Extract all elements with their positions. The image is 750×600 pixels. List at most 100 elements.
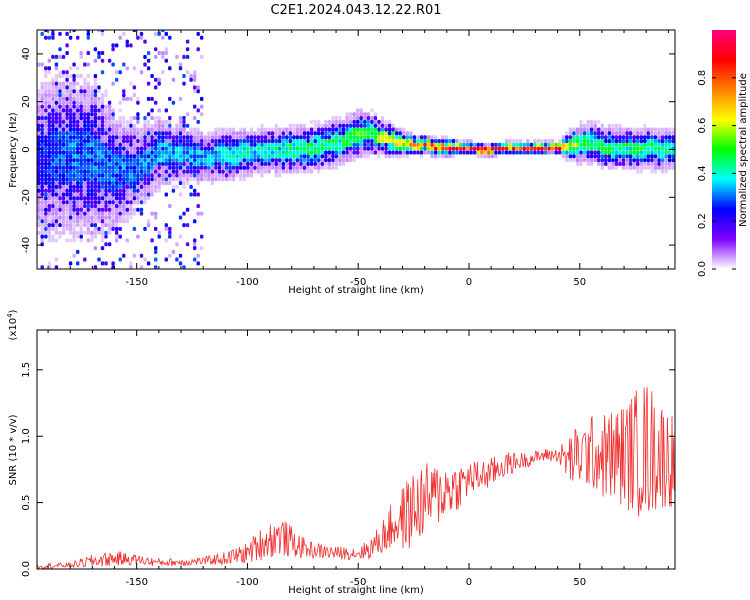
heatmap-cell bbox=[47, 135, 51, 140]
heatmap-cell bbox=[76, 219, 80, 224]
heatmap-cell bbox=[292, 135, 296, 140]
heatmap-cell bbox=[246, 165, 250, 170]
heatmap-cell bbox=[90, 165, 94, 170]
heatmap-cell bbox=[189, 192, 193, 197]
heatmap-cell bbox=[100, 169, 105, 174]
heatmap-cell bbox=[132, 200, 137, 205]
heatmap-cell bbox=[161, 142, 165, 147]
heatmap-cell bbox=[122, 192, 126, 197]
heatmap-cell bbox=[86, 116, 90, 120]
heatmap-cell bbox=[168, 116, 172, 120]
heatmap-cell bbox=[356, 127, 360, 132]
heatmap-cell bbox=[224, 173, 229, 178]
heatmap-cell bbox=[122, 253, 126, 258]
heatmap-cell bbox=[228, 127, 232, 132]
heatmap-cell bbox=[107, 173, 112, 178]
heatmap-cell bbox=[68, 108, 73, 113]
heatmap-cell bbox=[348, 146, 353, 151]
heatmap-cell bbox=[448, 154, 452, 159]
heatmap-cell bbox=[632, 165, 636, 170]
heatmap-cell bbox=[61, 142, 66, 147]
heatmap-cell bbox=[554, 150, 558, 155]
heatmap-cell bbox=[207, 131, 211, 136]
heatmap-cell bbox=[58, 96, 62, 101]
heatmap-cell bbox=[154, 150, 158, 155]
heatmap-cell bbox=[150, 74, 154, 78]
heatmap-cell bbox=[97, 169, 101, 174]
heatmap-cell bbox=[395, 131, 399, 136]
heatmap-cell bbox=[61, 127, 66, 132]
heatmap-cell bbox=[76, 108, 80, 113]
heatmap-cell bbox=[512, 139, 516, 143]
heatmap-cell bbox=[125, 158, 129, 163]
heatmap-cell bbox=[44, 93, 48, 98]
heatmap-cell bbox=[72, 196, 76, 201]
heatmap-cell bbox=[136, 131, 140, 136]
heatmap-cell bbox=[168, 154, 172, 159]
heatmap-cell bbox=[572, 139, 576, 143]
heatmap-cell bbox=[65, 184, 69, 189]
heatmap-cell bbox=[395, 146, 399, 151]
heatmap-cell bbox=[61, 70, 66, 75]
heatmap-cell bbox=[68, 74, 73, 78]
heatmap-cell bbox=[618, 142, 622, 147]
heatmap-cell bbox=[618, 139, 622, 143]
heatmap-cell bbox=[366, 127, 370, 132]
heatmap-cell bbox=[61, 181, 66, 185]
heatmap-cell bbox=[40, 96, 44, 101]
heatmap-cell bbox=[664, 142, 668, 147]
heatmap-cell bbox=[97, 230, 101, 235]
heatmap-cell bbox=[154, 127, 158, 132]
heatmap-cell bbox=[136, 116, 140, 120]
heatmap-cell bbox=[175, 184, 179, 189]
heatmap-cell bbox=[83, 207, 87, 212]
heatmap-cell bbox=[54, 131, 59, 136]
heatmap-cell bbox=[380, 142, 385, 147]
heatmap-cell bbox=[115, 146, 119, 151]
heatmap-cell bbox=[132, 66, 137, 71]
heatmap-cell bbox=[111, 223, 115, 228]
heatmap-cell bbox=[618, 146, 622, 151]
heatmap-cell bbox=[200, 131, 204, 136]
heatmap-cell bbox=[97, 51, 101, 55]
heatmap-cell bbox=[604, 154, 608, 159]
heatmap-cell bbox=[554, 142, 558, 147]
heatmap-cell bbox=[441, 142, 445, 147]
heatmap-cell bbox=[352, 131, 356, 136]
heatmap-cell bbox=[263, 127, 268, 132]
heatmap-cell bbox=[178, 173, 183, 178]
heatmap-cell bbox=[118, 173, 122, 178]
heatmap-cell bbox=[295, 139, 300, 143]
heatmap-cell bbox=[263, 146, 268, 151]
heatmap-cell bbox=[111, 62, 115, 67]
heatmap-cell bbox=[54, 116, 59, 120]
heatmap-cell bbox=[327, 165, 331, 170]
heatmap-cell bbox=[589, 150, 594, 155]
heatmap-cell bbox=[61, 85, 66, 90]
heatmap-cell bbox=[132, 169, 137, 174]
heatmap-cell bbox=[143, 177, 147, 182]
heatmap-cell bbox=[193, 188, 197, 193]
heatmap-cell bbox=[313, 135, 317, 140]
heatmap-cell bbox=[671, 161, 675, 166]
heatmap-cell bbox=[228, 177, 232, 182]
heatmap-cell bbox=[111, 81, 115, 86]
heatmap-cell bbox=[58, 116, 62, 120]
heatmap-cell bbox=[207, 135, 211, 140]
heatmap-cell bbox=[86, 35, 90, 40]
heatmap-cell bbox=[129, 158, 133, 163]
heatmap-cell bbox=[132, 131, 137, 136]
heatmap-cell bbox=[643, 131, 647, 136]
heatmap-cell bbox=[650, 127, 654, 132]
heatmap-cell bbox=[79, 234, 83, 239]
heatmap-cell bbox=[533, 146, 537, 151]
heatmap-cell bbox=[178, 119, 183, 124]
heatmap-cell bbox=[168, 230, 172, 235]
heatmap-cell bbox=[83, 230, 87, 235]
heatmap-cell bbox=[86, 161, 90, 166]
heatmap-cell bbox=[37, 93, 41, 98]
heatmap-cell bbox=[217, 154, 222, 159]
heatmap-cell bbox=[242, 131, 246, 136]
heatmap-cell bbox=[288, 161, 293, 166]
heatmap-cell bbox=[281, 135, 285, 140]
